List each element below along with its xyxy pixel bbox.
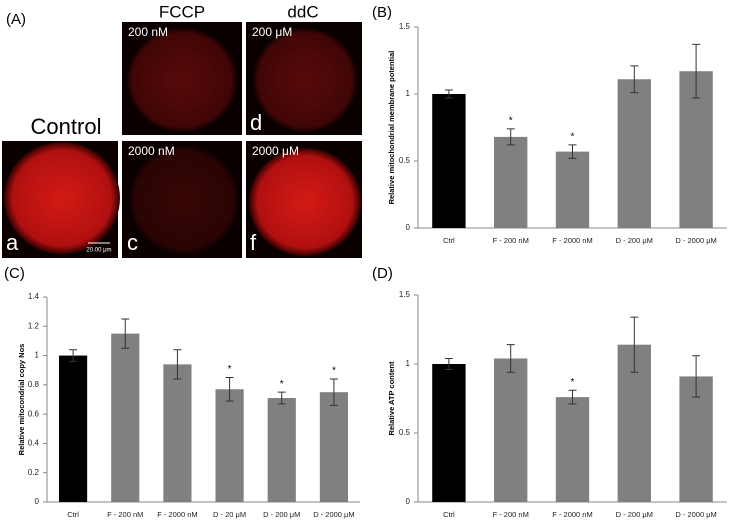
significance-mark: * (228, 364, 232, 375)
error-bar (568, 144, 577, 159)
image-letter: f (250, 230, 257, 255)
y-tick-label: 0.2 (28, 468, 40, 477)
bar (319, 392, 349, 502)
error-bar (568, 389, 577, 405)
error-bar (692, 355, 701, 398)
x-tick-label: F - 2000 nM (552, 510, 592, 519)
error-bar (225, 377, 234, 402)
y-tick-label: 0.8 (28, 380, 40, 389)
image-label: 200 nM (128, 25, 168, 39)
bar (163, 364, 192, 502)
error-bar (277, 391, 286, 405)
image-label: 2000 nM (128, 144, 175, 158)
error-bar (630, 65, 639, 94)
image-label: 200 μM (252, 25, 292, 39)
bar (494, 358, 528, 502)
bar (432, 364, 466, 502)
image-control: a 20.00 μm (2, 141, 120, 258)
y-tick-label: 1 (35, 351, 40, 360)
x-tick-label: Ctrl (443, 510, 455, 519)
image-letter: c (127, 230, 138, 255)
y-tick-label: 1.4 (28, 292, 40, 301)
column-title: ddC (287, 2, 318, 21)
image-ddc-200: 200 μM d (246, 22, 362, 135)
x-tick-label: Ctrl (67, 510, 79, 519)
y-tick-label: 1.2 (28, 321, 40, 330)
x-tick-label: F - 200 nM (493, 510, 529, 519)
error-bar (506, 344, 515, 373)
y-tick-label: 0 (406, 223, 411, 232)
y-axis-label: Relative ATP content (387, 361, 396, 436)
panel-label: (A) (6, 11, 26, 28)
x-tick-label: D - 200 μM (616, 510, 653, 519)
error-bar (444, 357, 453, 371)
y-tick-label: 1 (406, 359, 411, 368)
bar (494, 136, 528, 228)
panel-label: (C) (4, 265, 25, 282)
y-tick-label: 0 (35, 497, 40, 506)
x-tick-label: D - 200 μM (616, 236, 653, 245)
y-tick-label: 0.5 (399, 156, 411, 165)
y-axis-label: Relative mitochondrial membrane potentia… (387, 51, 396, 205)
x-tick-label: Ctrl (443, 236, 455, 245)
x-tick-label: D - 20 μM (213, 510, 246, 519)
x-tick-label: F - 2000 nM (552, 236, 592, 245)
significance-mark: * (571, 132, 575, 143)
image-letter: a (6, 230, 19, 255)
y-tick-label: 0.5 (399, 428, 411, 437)
significance-mark: * (332, 366, 336, 377)
bar (432, 94, 466, 228)
significance-mark: * (280, 379, 284, 390)
x-tick-label: D - 2000 μM (675, 510, 716, 519)
x-tick-label: D - 2000 μM (675, 236, 716, 245)
bar (111, 333, 140, 502)
image-fccp-2000: 2000 nM c (122, 141, 242, 258)
y-tick-label: 0 (406, 497, 411, 506)
image-fccp-200: 200 nM (122, 22, 242, 135)
row-title: Control (31, 114, 102, 139)
error-bar (121, 318, 130, 349)
panel-label: (D) (372, 265, 393, 282)
x-tick-label: F - 2000 nM (157, 510, 197, 519)
error-bar (692, 43, 701, 99)
y-tick-label: 1 (406, 89, 411, 98)
error-bar (506, 128, 515, 146)
y-axis-label: Relative mitocondrial copy Nos (17, 344, 26, 456)
column-title: FCCP (159, 2, 205, 21)
error-bar (329, 378, 338, 406)
error-bar (69, 349, 78, 362)
bar (617, 79, 651, 228)
image-label: 2000 μM (252, 144, 299, 158)
image-letter: d (250, 110, 262, 135)
error-bar (630, 316, 639, 373)
bar (58, 355, 88, 502)
bar (215, 389, 244, 502)
x-tick-label: D - 200 μM (263, 510, 300, 519)
bar (555, 397, 590, 502)
panel-label: (B) (372, 4, 392, 21)
x-tick-label: F - 200 nM (107, 510, 143, 519)
scale-bar-label: 20.00 μm (86, 248, 111, 254)
bar (267, 398, 296, 502)
significance-mark: * (509, 115, 513, 126)
y-tick-label: 1.5 (399, 22, 411, 31)
y-tick-label: 0.4 (28, 439, 40, 448)
y-tick-label: 0.6 (28, 409, 40, 418)
error-bar (173, 349, 182, 380)
error-bar (444, 89, 453, 99)
y-tick-label: 1.5 (399, 290, 411, 299)
x-tick-label: D - 2000 μM (313, 510, 354, 519)
x-tick-label: F - 200 nM (493, 236, 529, 245)
significance-mark: * (571, 377, 575, 388)
bar (555, 151, 590, 228)
image-ddc-2000: 2000 μM f (246, 141, 362, 258)
